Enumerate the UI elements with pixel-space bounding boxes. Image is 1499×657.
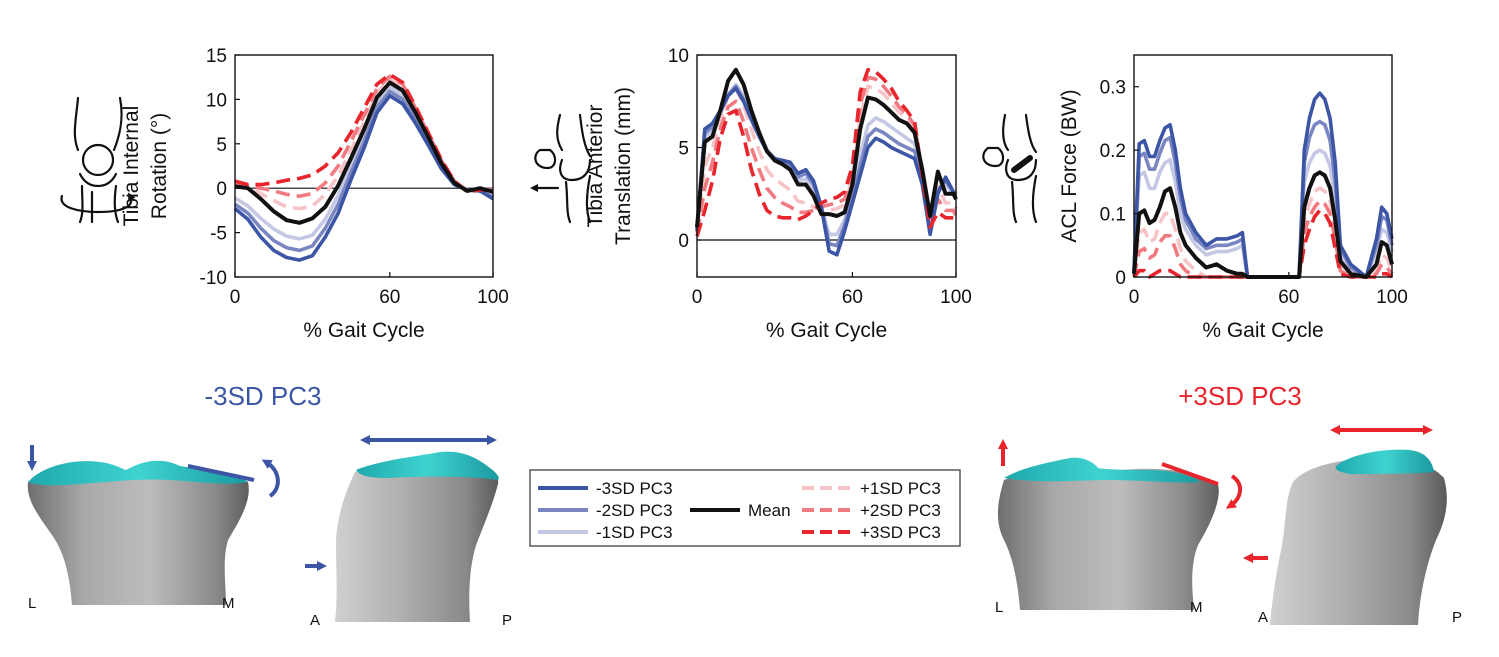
tibia-sagittal-plus [1270,449,1447,625]
y-tick-label: 5 [678,139,689,160]
series-line-3sdpc3 [695,86,958,257]
y-tick-label: 0 [216,179,227,200]
y-tick-label: 10 [206,90,227,111]
label-medial-plus: M [1190,599,1203,616]
y-tick-label: 0.2 [1100,141,1126,162]
x-tick-label: 60 [1278,287,1299,308]
knee-translation-icon [530,113,592,224]
series-line-1sdpc3 [1132,148,1394,279]
y-tick-label: 5 [216,135,227,156]
legend-label: +3SD PC3 [860,523,941,542]
x-tick-label: 100 [940,287,972,308]
knee-rotation-icon [60,96,136,224]
tibia-frontal-plus [997,457,1219,610]
x-axis-label: % Gait Cycle [303,319,424,342]
y-tick-label: -10 [200,268,227,289]
label-lateral-minus: L [28,595,36,612]
tibia-sagittal-minus [335,451,499,622]
label-posterior-minus: P [502,612,512,629]
minus-direction-arrows [27,435,497,571]
x-tick-label: 0 [692,287,703,308]
legend-label: -1SD PC3 [596,523,673,542]
legend-box [529,469,961,547]
label-lateral-plus: L [995,599,1003,616]
minus-panel-title: -3SD PC3 [204,381,321,411]
legend-label: +1SD PC3 [860,479,941,498]
legend-label: -2SD PC3 [596,501,673,520]
y-tick-label: 0 [678,231,689,252]
x-tick-label: 0 [230,287,241,308]
series-line-mean [234,80,494,225]
series-line-3sdpc3 [695,68,958,237]
label-anterior-plus: A [1258,609,1268,626]
y-tick-label: -5 [210,224,227,245]
y-axis-label: Tibia Internal [120,106,143,227]
series-line-1sdpc3 [234,85,494,241]
x-axis-label: % Gait Cycle [1202,319,1323,342]
y-tick-label: 0.3 [1100,78,1126,99]
x-tick-label: 100 [477,287,509,308]
legend-label: Mean [748,501,791,520]
y-tick-label: 15 [206,46,227,67]
y-tick-label: 10 [668,46,689,67]
x-tick-label: 0 [1129,287,1140,308]
y-axis-label: Translation (mm) [612,87,635,245]
plot-frame [1133,54,1393,278]
x-axis-label: % Gait Cycle [766,319,887,342]
y-axis-label: Rotation (°) [148,113,171,219]
x-tick-label: 100 [1376,287,1408,308]
legend: -3SD PC3 -2SD PC3 -1SD PC3 Mean +1SD PC3 +2SD… [529,469,961,547]
label-medial-minus: M [222,595,235,612]
y-axis-label: Tibia Anterior [584,105,607,228]
x-tick-label: 60 [842,287,863,308]
y-tick-label: 0 [1115,268,1126,289]
legend-label: -3SD PC3 [596,479,673,498]
tibia-frontal-minus [27,460,249,605]
series-line-3sdpc3 [1132,91,1394,279]
chart-tibia-anterior-translation: 0 60 100 0 5 10 % Gait Cycle Tibia Anterior Tran… [584,46,972,342]
legend-label: +2SD PC3 [860,501,941,520]
plus-direction-arrows [998,425,1433,563]
x-tick-label: 60 [379,287,400,308]
knee-acl-icon [982,113,1038,224]
plus-panel-title: +3SD PC3 [1178,381,1302,411]
chart-tibia-internal-rotation: 0 60 100 -10 -5 0 5 10 15 % Gait Cycle Tibia Inter… [120,46,509,342]
y-tick-label: 0.1 [1100,205,1126,226]
plot-frame [234,54,494,278]
y-axis-label: ACL Force (BW) [1058,89,1081,242]
plot-frame [696,54,957,278]
label-anterior-minus: A [310,612,320,629]
label-posterior-plus: P [1452,609,1462,626]
series-line-mean [695,67,958,228]
series-line-3sdpc3 [1132,208,1393,279]
chart-acl-force: 0 60 100 0 0.1 0.2 0.3 % Gait Cycle ACL Force (B… [1058,54,1408,342]
